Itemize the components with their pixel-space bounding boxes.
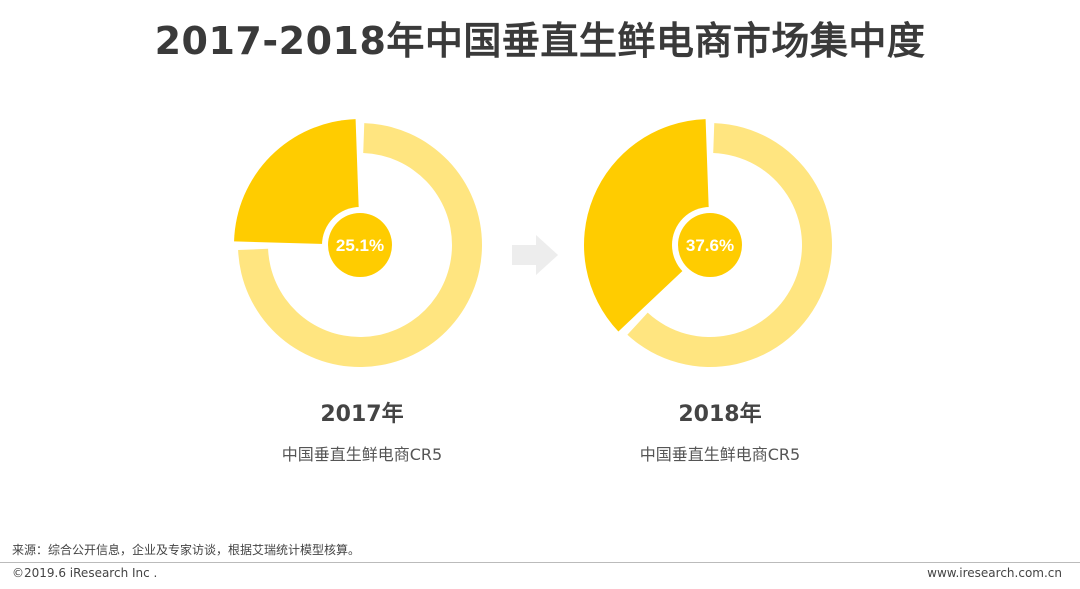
website-link: www.iresearch.com.cn [927,566,1062,580]
footer-divider [0,562,1080,563]
arrow-right-icon [512,235,558,275]
donut-chart-2018: 37.6% [584,119,832,367]
donut-cr5-slice [234,119,360,245]
cr5-label-2018: 中国垂直生鲜电商CR5 [639,445,801,464]
donut-center-value: 37.6% [686,236,734,255]
year-label-2017: 2017年 [320,402,404,427]
donut-cr5-slice [584,119,710,332]
donut-center-disk [328,213,392,277]
year-label-2018: 2018年 [678,402,762,427]
donut-chart-2017: 25.1% [234,119,482,368]
donut-remaining-slice [627,123,832,367]
cr5-label-2017: 中国垂直生鲜电商CR5 [281,445,443,464]
donut-center-value: 25.1% [336,236,384,255]
source-note: 来源：综合公开信息，企业及专家访谈，根据艾瑞统计模型核算。 [12,543,361,557]
page-title: 2017-2018年中国垂直生鲜电商市场集中度 [154,19,926,63]
copyright-text: ©2019.6 iResearch Inc . [12,566,158,580]
donut-center-disk [678,213,742,277]
